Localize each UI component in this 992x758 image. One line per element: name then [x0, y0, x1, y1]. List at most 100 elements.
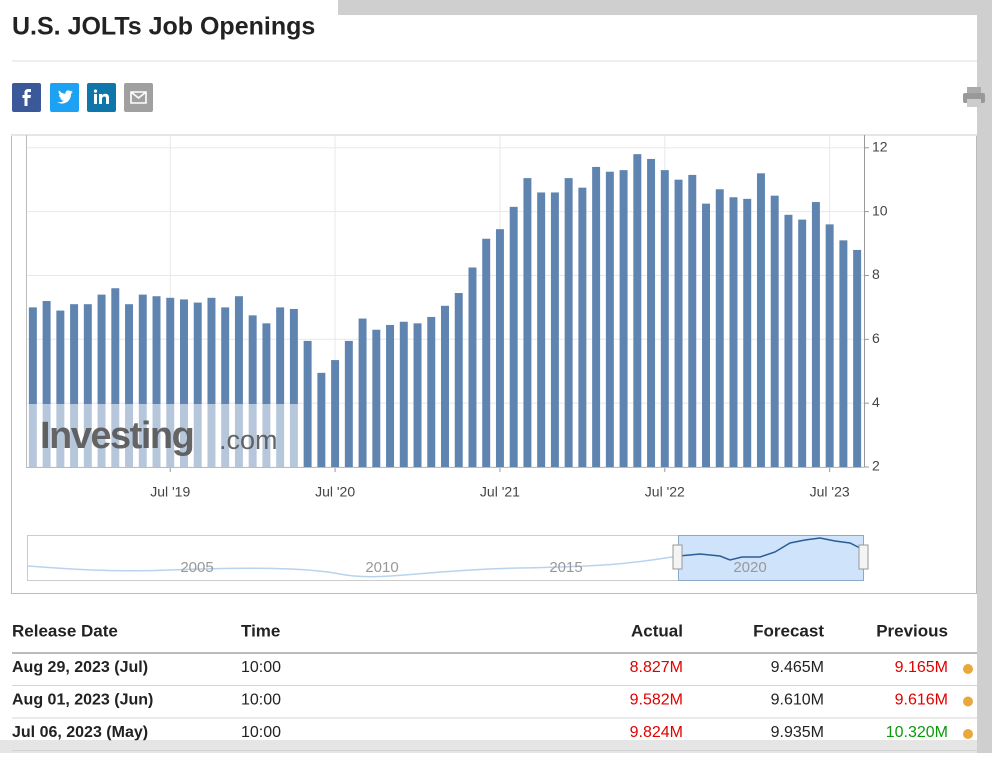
bar — [358, 318, 367, 467]
x-tick-label: Jul '23 — [810, 484, 850, 500]
bottom-strip — [0, 740, 977, 753]
bar — [647, 158, 656, 467]
bar — [166, 297, 175, 467]
y-tick-label: 12 — [872, 138, 888, 154]
navigator-label: 2020 — [733, 559, 766, 576]
bar — [729, 197, 738, 467]
email-icon — [130, 91, 147, 104]
bar — [221, 307, 230, 467]
bar — [56, 310, 65, 467]
bar — [427, 316, 436, 467]
table-cell: 10:00 — [241, 724, 281, 741]
bar — [303, 340, 312, 467]
bar — [564, 178, 573, 467]
table-cell: 9.824M — [630, 724, 683, 741]
table-cell: Jul 06, 2023 (May) — [12, 724, 148, 741]
bar — [633, 154, 642, 467]
table-cell: 9.935M — [771, 724, 824, 741]
table-cell: 10:00 — [241, 659, 281, 676]
bar — [207, 297, 216, 467]
bar — [317, 372, 326, 467]
bar — [454, 293, 463, 467]
x-tick-label: Jul '22 — [645, 484, 685, 500]
table-cell: 9.165M — [895, 659, 948, 676]
navigator-labels: 2005 2010 2015 2020 — [180, 559, 766, 576]
navigator-selected-line — [678, 537, 861, 561]
bar — [550, 192, 559, 467]
facebook-icon — [22, 89, 31, 106]
status-dot — [963, 729, 973, 739]
navigator-handle-left[interactable] — [672, 544, 683, 570]
bar — [784, 214, 793, 467]
column-header: Forecast — [753, 621, 824, 640]
table-cell: 9.582M — [630, 692, 683, 709]
column-header: Actual — [631, 621, 683, 640]
column-header: Time — [241, 621, 280, 640]
print-icon-paper — [967, 99, 981, 107]
bar — [276, 307, 285, 467]
table-cell: 9.616M — [895, 692, 948, 709]
status-dot — [963, 696, 973, 707]
twitter-icon — [57, 90, 73, 104]
table-cell: 9.610M — [771, 692, 824, 709]
watermark-main: Investing — [40, 415, 193, 457]
bar — [468, 267, 477, 467]
table-cell: 10:00 — [241, 692, 281, 709]
bar — [179, 299, 188, 467]
navigator-handle-right[interactable] — [858, 544, 869, 570]
navigator-selection — [678, 535, 864, 581]
watermark-suffix: .com — [219, 425, 278, 455]
bar — [688, 174, 697, 467]
bar — [537, 192, 546, 467]
table-cell: 8.827M — [630, 659, 683, 676]
bar — [234, 296, 243, 467]
bar — [660, 170, 669, 467]
top-strip — [338, 0, 992, 15]
bar — [193, 302, 202, 467]
bar — [523, 178, 532, 467]
bar — [372, 329, 381, 467]
navigator-label: 2015 — [549, 559, 582, 576]
table-cell: 10.320M — [886, 724, 948, 741]
bar — [702, 203, 711, 467]
bar — [674, 179, 683, 467]
bar — [262, 323, 271, 467]
status-dot — [963, 664, 973, 674]
bar — [386, 324, 395, 467]
bar — [248, 315, 257, 467]
navigator-label: 2005 — [180, 559, 213, 576]
bar — [798, 219, 807, 467]
bar — [756, 173, 765, 468]
print-button[interactable] — [963, 87, 985, 107]
bar — [83, 304, 92, 467]
print-icon-top — [967, 87, 981, 93]
bar — [344, 340, 353, 467]
bar — [605, 171, 614, 467]
y-tick-label: 8 — [872, 266, 880, 282]
table-cell: Aug 29, 2023 (Jul) — [12, 659, 148, 676]
linkedin-icon — [93, 89, 109, 104]
bar — [138, 294, 147, 467]
bar — [509, 206, 518, 468]
y-tick-label: 10 — [872, 202, 888, 218]
x-tick-label: Jul '19 — [150, 484, 190, 500]
bar — [619, 170, 628, 467]
watermark-backdrop — [27, 404, 301, 467]
column-header: Release Date — [12, 621, 118, 640]
bar — [441, 305, 449, 467]
table-cell: 9.465M — [771, 659, 824, 676]
navigator-label: 2010 — [365, 559, 398, 576]
x-tick-label: Jul '20 — [315, 484, 355, 500]
bar — [125, 304, 134, 467]
bar — [289, 308, 298, 467]
bar — [331, 360, 340, 467]
navigator-history-line — [27, 555, 679, 578]
bar — [70, 304, 79, 467]
bar — [97, 294, 106, 467]
bar — [111, 288, 120, 467]
bar — [152, 296, 161, 467]
y-tick-label: 2 — [872, 458, 880, 474]
bar — [743, 198, 752, 467]
